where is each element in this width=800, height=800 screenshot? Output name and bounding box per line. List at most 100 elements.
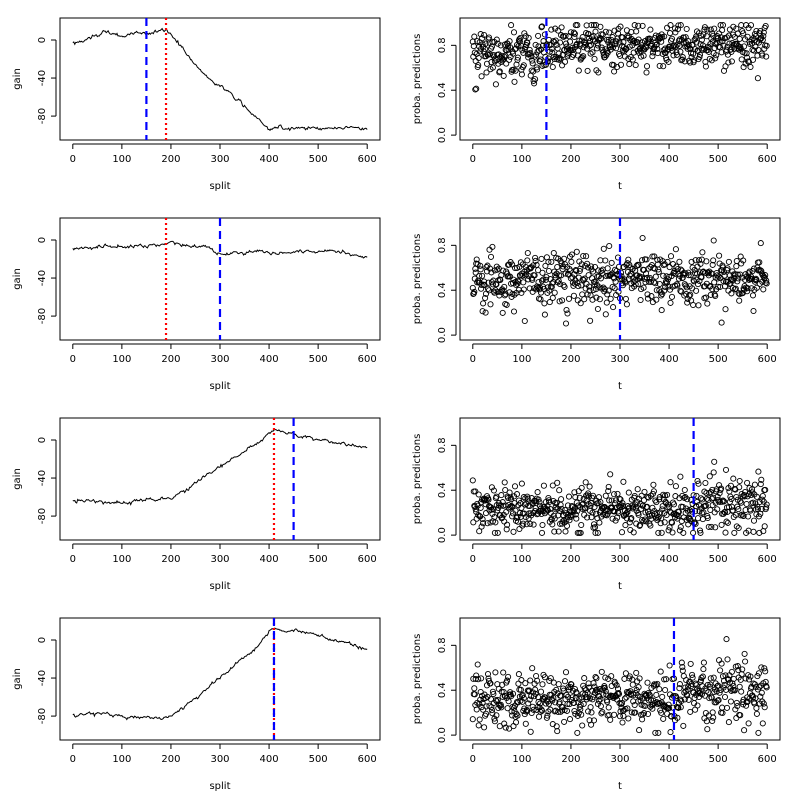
prediction-point bbox=[555, 27, 562, 34]
prediction-point bbox=[536, 700, 544, 707]
prediction-point bbox=[761, 704, 768, 711]
x-tick-label: 500 bbox=[709, 154, 728, 165]
y-axis: -80 -40 0 bbox=[37, 637, 57, 724]
y-axis-label: gain bbox=[12, 668, 23, 690]
prediction-point bbox=[685, 696, 692, 703]
prediction-point bbox=[538, 277, 546, 284]
prediction-point bbox=[478, 675, 485, 682]
prediction-point bbox=[563, 306, 570, 314]
prediction-point bbox=[578, 484, 585, 491]
prediction-point bbox=[703, 258, 710, 265]
prediction-point bbox=[699, 42, 706, 49]
y-tick-label: -40 bbox=[37, 70, 48, 86]
prediction-point bbox=[722, 529, 729, 536]
prediction-point bbox=[561, 58, 569, 65]
prediction-point bbox=[708, 523, 715, 530]
prediction-point bbox=[568, 251, 575, 258]
x-tick-label: 500 bbox=[709, 754, 728, 765]
x-axis: 0 100 200 300 400 500 600 bbox=[470, 543, 777, 565]
prediction-point bbox=[567, 680, 574, 688]
prediction-point bbox=[662, 686, 669, 694]
prediction-point bbox=[530, 521, 537, 528]
y-tick-label: 0.8 bbox=[437, 637, 448, 653]
prediction-point bbox=[592, 687, 600, 694]
prediction-point bbox=[626, 519, 633, 526]
prediction-point bbox=[679, 663, 686, 671]
prediction-point bbox=[544, 712, 551, 719]
prediction-point bbox=[577, 300, 584, 307]
prediction-point bbox=[677, 266, 684, 273]
x-tick-label: 0 bbox=[70, 354, 76, 365]
prediction-point bbox=[711, 25, 718, 32]
prediction-point bbox=[743, 50, 750, 57]
y-tick-label: 0 bbox=[37, 437, 48, 443]
prediction-point bbox=[639, 516, 646, 524]
prediction-point bbox=[555, 681, 562, 688]
prediction-point bbox=[694, 702, 701, 709]
prediction-point bbox=[611, 285, 618, 292]
prediction-point bbox=[529, 60, 536, 67]
prediction-point bbox=[612, 278, 619, 285]
y-axis-label: proba. predictions bbox=[412, 234, 423, 325]
prediction-point bbox=[477, 266, 484, 273]
prediction-point bbox=[710, 32, 717, 39]
prediction-point bbox=[591, 524, 599, 531]
x-axis: 0 100 200 300 400 500 600 bbox=[470, 143, 777, 165]
x-tick-label: 0 bbox=[470, 754, 476, 765]
prediction-point bbox=[473, 508, 480, 515]
prediction-point bbox=[515, 671, 522, 678]
prediction-point bbox=[571, 271, 578, 278]
prediction-point bbox=[639, 234, 646, 242]
prediction-point bbox=[715, 283, 722, 290]
prediction-point bbox=[554, 45, 561, 52]
prediction-point bbox=[475, 722, 482, 729]
prediction-point bbox=[698, 674, 705, 681]
prediction-point bbox=[701, 26, 708, 33]
data-layer bbox=[469, 418, 770, 540]
prediction-point bbox=[643, 63, 651, 70]
prediction-point bbox=[550, 279, 557, 286]
y-tick-label: 0.0 bbox=[437, 327, 448, 343]
prediction-point bbox=[500, 688, 507, 696]
prediction-point bbox=[726, 40, 733, 47]
prediction-point bbox=[643, 256, 650, 263]
prediction-point bbox=[678, 288, 685, 295]
prediction-point bbox=[487, 680, 494, 687]
prediction-point bbox=[569, 694, 576, 701]
prediction-point bbox=[555, 50, 562, 57]
prediction-point bbox=[650, 481, 657, 488]
prediction-point bbox=[638, 505, 645, 512]
x-tick-label: 300 bbox=[210, 154, 229, 165]
prediction-point bbox=[686, 514, 693, 521]
prediction-point bbox=[762, 678, 769, 685]
prediction-point bbox=[715, 273, 722, 280]
prediction-point bbox=[596, 519, 603, 526]
prediction-point bbox=[703, 33, 710, 40]
prediction-point bbox=[657, 289, 664, 296]
prediction-point bbox=[478, 523, 485, 530]
prediction-point bbox=[627, 688, 634, 695]
prediction-point bbox=[574, 712, 581, 719]
prediction-point bbox=[734, 271, 741, 278]
prediction-point bbox=[753, 710, 760, 717]
prediction-point bbox=[719, 22, 727, 29]
prediction-point bbox=[628, 28, 635, 36]
prediction-point bbox=[676, 681, 683, 688]
prediction-point bbox=[748, 36, 755, 43]
prediction-point bbox=[558, 260, 565, 267]
prediction-point bbox=[574, 507, 581, 515]
prediction-point bbox=[558, 24, 565, 31]
prediction-point bbox=[602, 674, 609, 681]
prediction-point bbox=[469, 716, 476, 723]
prediction-point bbox=[512, 719, 520, 726]
prediction-point bbox=[471, 685, 478, 692]
prediction-point bbox=[507, 689, 514, 696]
prediction-point bbox=[729, 39, 736, 47]
prediction-point bbox=[706, 473, 713, 480]
prediction-point bbox=[731, 529, 738, 536]
x-tick-label: 400 bbox=[260, 354, 279, 365]
prediction-point bbox=[582, 479, 589, 486]
prediction-point bbox=[758, 689, 765, 696]
prediction-point bbox=[505, 673, 512, 680]
prediction-point bbox=[678, 57, 685, 64]
